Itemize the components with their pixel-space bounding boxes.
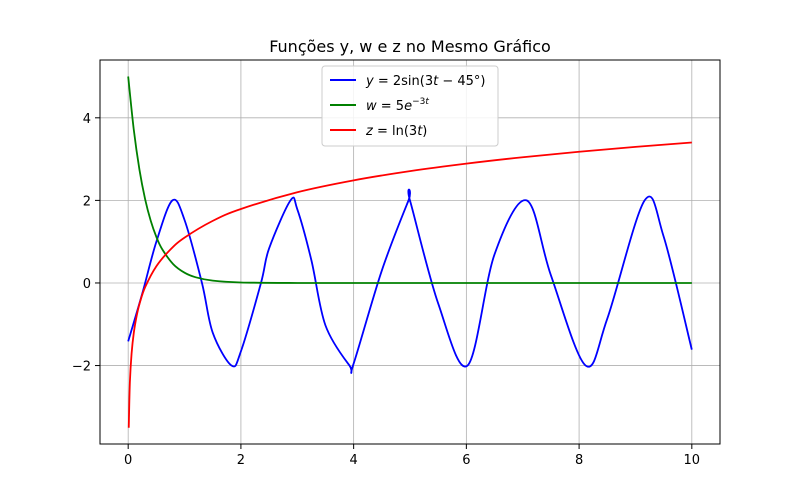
ticks: 0 2 4 6 8 10 −2 0 2 4 [72, 112, 700, 468]
chart-title: Funções y, w e z no Mesmo Gráfico [269, 37, 551, 56]
x-tick-label: 6 [462, 453, 470, 468]
legend: y = 2sin(3t − 45°) w = 5e−3t z = ln(3t) [321, 65, 499, 147]
y-tick-label: 2 [83, 194, 91, 209]
legend-label-y: y = 2sin(3t − 45°) [365, 74, 486, 89]
y-tick-label: 4 [83, 112, 91, 127]
plot-area [127, 76, 693, 428]
x-tick-label: 0 [124, 453, 132, 468]
y-tick-label: 0 [83, 277, 91, 292]
series-line-y [127, 188, 693, 374]
legend-label-z: z = ln(3t) [365, 124, 427, 139]
x-tick-label: 4 [349, 453, 357, 468]
y-tick-label: −2 [72, 360, 91, 375]
legend-box [321, 65, 499, 147]
series-line-w [127, 76, 692, 284]
x-tick-label: 10 [684, 453, 701, 468]
x-tick-label: 8 [575, 453, 583, 468]
series-line-z [127, 141, 692, 428]
x-tick-label: 2 [237, 453, 245, 468]
axes-frame [99, 59, 721, 445]
